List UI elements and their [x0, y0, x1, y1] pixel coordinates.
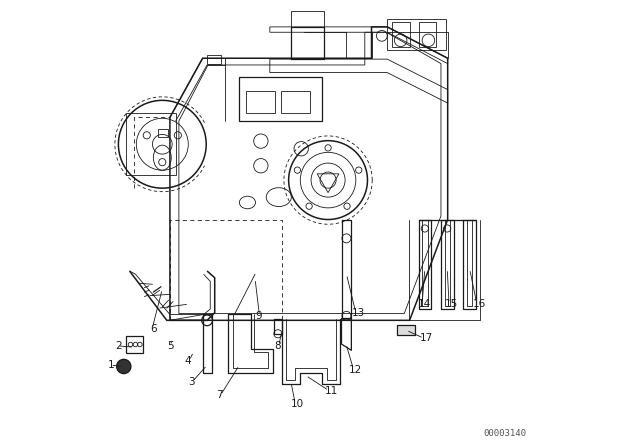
Bar — [280, 91, 310, 113]
Text: 2: 2 — [115, 341, 122, 351]
Text: 3: 3 — [188, 377, 195, 387]
Bar — [207, 55, 221, 64]
Bar — [397, 325, 415, 335]
Text: 9: 9 — [255, 311, 262, 321]
Text: 17: 17 — [419, 333, 433, 343]
Circle shape — [116, 359, 131, 374]
Bar — [387, 19, 446, 50]
Text: 12: 12 — [349, 365, 362, 375]
Text: 1: 1 — [108, 360, 115, 370]
Text: 13: 13 — [351, 308, 365, 318]
Bar — [239, 77, 323, 121]
Text: 7: 7 — [216, 390, 223, 400]
Text: 5: 5 — [167, 341, 173, 351]
Bar — [158, 129, 168, 137]
Bar — [392, 22, 410, 47]
Text: 00003140: 00003140 — [483, 429, 526, 438]
Text: 16: 16 — [472, 299, 486, 309]
Text: 14: 14 — [418, 299, 431, 309]
Text: 8: 8 — [275, 341, 281, 351]
Text: 10: 10 — [291, 399, 304, 409]
Bar — [246, 91, 275, 113]
Bar — [127, 336, 143, 353]
Text: 11: 11 — [324, 386, 338, 396]
Text: 15: 15 — [445, 299, 458, 309]
Text: 6: 6 — [150, 324, 156, 334]
Text: 4: 4 — [185, 356, 191, 366]
Bar — [419, 22, 436, 47]
